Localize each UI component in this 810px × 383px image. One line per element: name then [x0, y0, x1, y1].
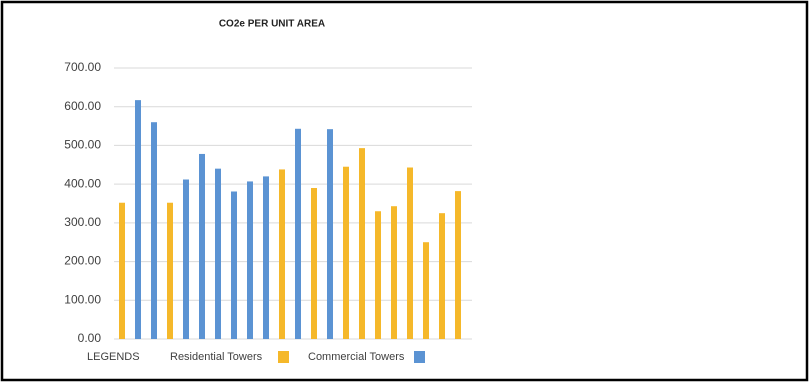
- bar: [295, 128, 301, 339]
- bar: [439, 213, 445, 339]
- bar: [407, 167, 413, 339]
- chart-title: CO2e PER UNIT AREA: [219, 19, 325, 30]
- bar: [423, 242, 429, 339]
- legend-swatch: [278, 351, 289, 363]
- y-tick-label: 700.00: [64, 60, 101, 74]
- y-tick-label: 500.00: [64, 138, 101, 152]
- bar: [455, 191, 461, 339]
- bar: [279, 169, 285, 339]
- bar: [119, 202, 125, 339]
- legend-title: LEGENDS: [87, 351, 140, 363]
- bar: [151, 122, 157, 339]
- bar: [167, 202, 173, 339]
- legend-label: Commercial Towers: [308, 351, 405, 363]
- y-tick-label: 300.00: [64, 215, 101, 229]
- bar: [231, 191, 237, 339]
- y-tick-label: 600.00: [64, 99, 101, 113]
- bar: [311, 188, 317, 339]
- y-tick-label: 200.00: [64, 254, 101, 268]
- bar: [135, 100, 141, 339]
- bar: [247, 181, 253, 339]
- bar: [215, 168, 221, 339]
- y-tick-label: 100.00: [64, 292, 101, 306]
- legend-swatch: [414, 351, 425, 363]
- bar: [327, 129, 333, 339]
- bar: [359, 148, 365, 339]
- legend-label: Residential Towers: [170, 351, 263, 363]
- y-tick-label: 400.00: [64, 176, 101, 190]
- bar: [263, 176, 269, 339]
- bar: [375, 211, 381, 339]
- y-tick-label: 0.00: [78, 331, 102, 345]
- bar: [183, 179, 189, 339]
- bar: [391, 206, 397, 339]
- bar: [343, 166, 349, 339]
- bar: [199, 153, 205, 339]
